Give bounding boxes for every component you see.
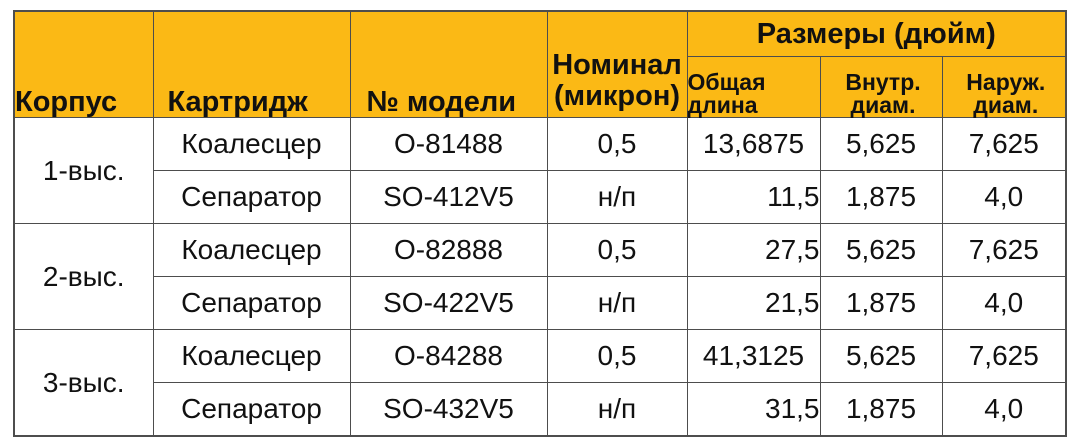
header-housing: Корпус bbox=[13, 10, 154, 118]
header-cartridge: Картридж bbox=[152, 10, 351, 118]
outer-diameter-cell: 7,625 bbox=[941, 117, 1067, 171]
table-row: Сепаратор SO-412V5 н/п 11,5 1,875 4,0 bbox=[14, 170, 1067, 224]
header-nominal-line1: Номинал bbox=[552, 49, 682, 82]
overall-length-cell: 27,5 bbox=[686, 223, 821, 277]
housing-cell: 1-выс. bbox=[13, 117, 154, 224]
header-overall-line2: длина bbox=[687, 92, 758, 118]
table-row: 3-выс. Коалесцер O-84288 0,5 41,3125 5,6… bbox=[13, 329, 1067, 437]
table-row: 1-выс. Коалесцер O-81488 0,5 13,6875 5,6… bbox=[13, 117, 1067, 224]
model-cell: SO-432V5 bbox=[349, 382, 548, 437]
cartridge-cell: Сепаратор bbox=[152, 382, 351, 437]
header-overall-length: Общая длина bbox=[686, 56, 821, 118]
model-cell: O-84288 bbox=[349, 329, 548, 383]
outer-diameter-cell: 4,0 bbox=[941, 382, 1067, 437]
header-outer-line1: Наруж. bbox=[966, 69, 1046, 95]
model-cell: O-81488 bbox=[349, 117, 548, 171]
cartridge-cell: Сепаратор bbox=[152, 276, 351, 330]
cartridge-cell: Коалесцер bbox=[152, 329, 351, 383]
cartridge-cell: Сепаратор bbox=[152, 170, 351, 224]
header-dimensions: Размеры (дюйм) bbox=[686, 10, 1067, 57]
model-cell: O-82888 bbox=[349, 223, 548, 277]
housing-cell: 2-выс. bbox=[13, 223, 154, 330]
header-nominal: Номинал (микрон) bbox=[546, 10, 688, 118]
table-row: Сепаратор SO-422V5 н/п 21,5 1,875 4,0 bbox=[14, 276, 1067, 330]
overall-length-cell: 13,6875 bbox=[686, 117, 821, 171]
table-header: Корпус Картридж № модели Номинал (микрон… bbox=[13, 10, 1067, 118]
header-inner-line2: диам. bbox=[850, 92, 916, 118]
nominal-cell: н/п bbox=[546, 382, 688, 437]
outer-diameter-cell: 4,0 bbox=[941, 276, 1067, 330]
nominal-cell: 0,5 bbox=[546, 329, 688, 383]
header-inner-line1: Внутр. bbox=[845, 69, 921, 95]
header-row-top: Корпус Картридж № модели Номинал (микрон… bbox=[13, 10, 1067, 118]
header-inner-diameter: Внутр. диам. bbox=[819, 56, 943, 118]
outer-diameter-cell: 7,625 bbox=[941, 223, 1067, 277]
model-cell: SO-412V5 bbox=[349, 170, 548, 224]
inner-diameter-cell: 1,875 bbox=[819, 276, 943, 330]
nominal-cell: 0,5 bbox=[546, 223, 688, 277]
overall-length-cell: 31,5 bbox=[686, 382, 821, 437]
nominal-cell: н/п bbox=[546, 276, 688, 330]
header-outer-line2: диам. bbox=[973, 92, 1039, 118]
header-nominal-line2: (микрон) bbox=[553, 79, 681, 112]
inner-diameter-cell: 1,875 bbox=[819, 170, 943, 224]
header-row-sub: Общая длина Внутр. диам. Наруж. диам. bbox=[14, 56, 1067, 118]
model-cell: SO-422V5 bbox=[349, 276, 548, 330]
header-outer-diameter: Наруж. диам. bbox=[941, 56, 1067, 118]
nominal-cell: н/п bbox=[546, 170, 688, 224]
header-model-number: № модели bbox=[349, 10, 548, 118]
cartridge-cell: Коалесцер bbox=[152, 223, 351, 277]
outer-diameter-cell: 7,625 bbox=[941, 329, 1067, 383]
inner-diameter-cell: 5,625 bbox=[819, 223, 943, 277]
inner-diameter-cell: 1,875 bbox=[819, 382, 943, 437]
inner-diameter-cell: 5,625 bbox=[819, 329, 943, 383]
table-body: 1-выс. Коалесцер O-81488 0,5 13,6875 5,6… bbox=[13, 117, 1067, 437]
housing-cell: 3-выс. bbox=[13, 329, 154, 437]
nominal-cell: 0,5 bbox=[546, 117, 688, 171]
inner-diameter-cell: 5,625 bbox=[819, 117, 943, 171]
overall-length-cell: 21,5 bbox=[686, 276, 821, 330]
cartridge-cell: Коалесцер bbox=[152, 117, 351, 171]
header-overall-line1: Общая bbox=[687, 69, 766, 95]
table-row: 2-выс. Коалесцер O-82888 0,5 27,5 5,625 … bbox=[13, 223, 1067, 330]
outer-diameter-cell: 4,0 bbox=[941, 170, 1067, 224]
table-row: Сепаратор SO-432V5 н/п 31,5 1,875 4,0 bbox=[14, 382, 1067, 437]
overall-length-cell: 11,5 bbox=[686, 170, 821, 224]
spec-table: Корпус Картридж № модели Номинал (микрон… bbox=[13, 10, 1068, 437]
overall-length-cell: 41,3125 bbox=[686, 329, 821, 383]
